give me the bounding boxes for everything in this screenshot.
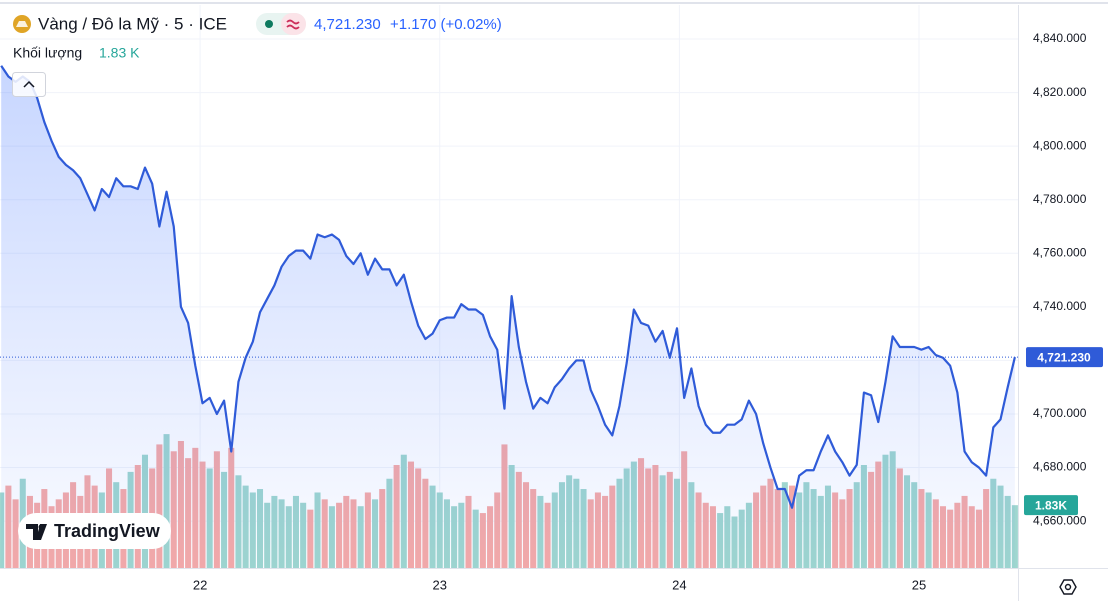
axes: 4,660.0004,680.0004,700.0004,720.0004,74… bbox=[0, 5, 1108, 601]
settings-icon bbox=[1064, 583, 1072, 591]
delayed-icon bbox=[286, 19, 300, 30]
settings-button[interactable] bbox=[1059, 579, 1077, 595]
symbol-icon-bars bbox=[16, 21, 28, 27]
x-tick-label: 23 bbox=[433, 577, 447, 592]
logo-badge bbox=[18, 513, 171, 549]
logo-dot bbox=[38, 524, 44, 530]
logo: TradingView bbox=[18, 513, 171, 549]
collapse-button[interactable] bbox=[12, 72, 46, 97]
y-tick-label: 4,820.000 bbox=[1033, 85, 1087, 99]
price-change: +1.170 (+0.02%) bbox=[390, 16, 502, 33]
logo-text: TradingView bbox=[54, 521, 161, 541]
y-tick-label: 4,760.000 bbox=[1033, 245, 1087, 259]
y-tick-label: 4,780.000 bbox=[1033, 192, 1087, 206]
y-tick-label: 4,680.000 bbox=[1033, 460, 1087, 474]
market-open-dot bbox=[265, 20, 273, 28]
price-line bbox=[0, 65, 1016, 509]
y-tick-label: 4,800.000 bbox=[1033, 138, 1087, 152]
volume-badge-label: 1.83K bbox=[1035, 498, 1067, 512]
price-layer bbox=[0, 65, 1018, 569]
y-tick-label: 4,740.000 bbox=[1033, 299, 1087, 313]
volume-title: Khối lượng bbox=[13, 45, 82, 61]
last-price: 4,721.230 bbox=[314, 16, 381, 33]
x-tick-label: 25 bbox=[912, 577, 926, 592]
status-pill-right bbox=[281, 13, 306, 35]
x-tick-label: 24 bbox=[672, 577, 686, 592]
volume-badge bbox=[1024, 495, 1078, 516]
y-tick-label: 4,840.000 bbox=[1033, 31, 1087, 45]
last-price-badge bbox=[1026, 347, 1103, 368]
last-price-badge-label: 4,721.230 bbox=[1037, 350, 1091, 364]
collapse-icon bbox=[23, 80, 35, 88]
symbol-title: Vàng / Đô la Mỹ · 5 · ICE bbox=[38, 14, 227, 33]
y-tick-label: 4,700.000 bbox=[1033, 406, 1087, 420]
volume-bar bbox=[1011, 505, 1018, 568]
header: Vàng / Đô la Mỹ · 5 · ICE 4,721.230 +1.1… bbox=[12, 13, 502, 97]
price-area bbox=[1, 65, 1015, 569]
y-tick-label: 4,660.000 bbox=[1033, 513, 1087, 527]
x-tick-label: 22 bbox=[193, 577, 207, 592]
volume-value: 1.83 K bbox=[99, 45, 140, 61]
